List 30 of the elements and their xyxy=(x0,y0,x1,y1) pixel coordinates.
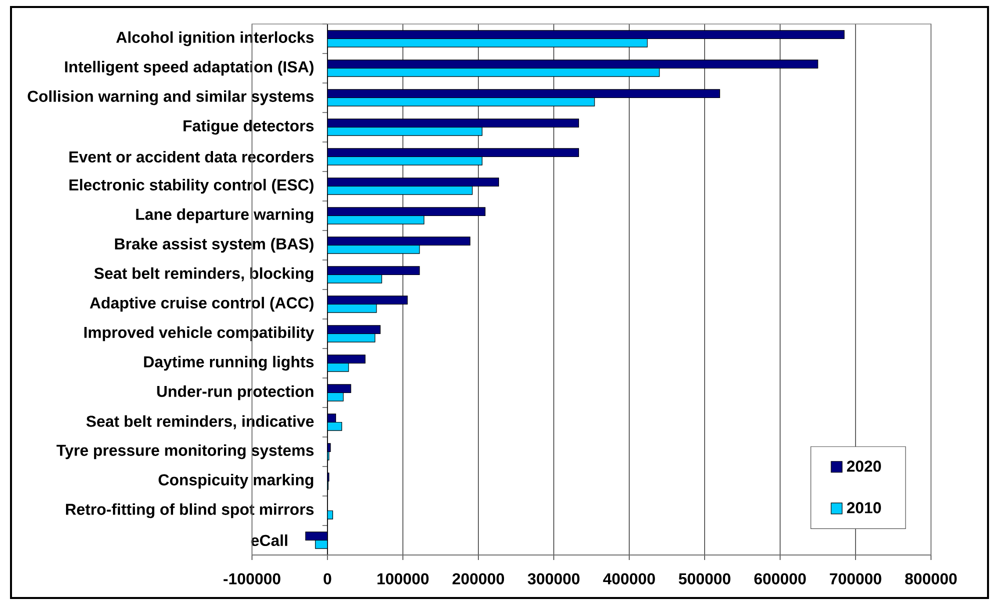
y-tick-label: Tyre pressure monitoring systems xyxy=(56,444,314,460)
y-tick-label: Electronic stability control (ESC) xyxy=(69,178,314,194)
x-tick-label: 400000 xyxy=(603,573,655,584)
x-tick-label: 800000 xyxy=(905,573,957,584)
x-tick-label: 500000 xyxy=(678,573,730,584)
x-tick-label: 0 xyxy=(324,573,332,584)
y-tick-label: Event or accident data recorders xyxy=(69,150,314,163)
y-tick-label: Brake assist system (BAS) xyxy=(115,238,314,253)
y-tick-label: Alcohol ignition interlocks xyxy=(116,31,314,46)
y-tick-label: Seat belt reminders, indicative xyxy=(86,415,314,430)
y-tick-label: Seat belt reminders, blocking xyxy=(94,267,314,282)
x-tick-label: 700000 xyxy=(830,573,882,584)
legend-label: 2010 xyxy=(846,502,881,514)
x-tick-label: 100000 xyxy=(378,573,429,584)
y-tick-label: Collision warning and similar systems xyxy=(28,90,314,106)
y-tick-label: Daytime running lights xyxy=(144,356,314,371)
y-tick-label: Intelligent speed adaptation (ISA) xyxy=(65,60,314,76)
y-tick-label: Fatigue detectors xyxy=(184,120,314,135)
y-tick-label: Under-run protection xyxy=(157,385,314,400)
x-tick-label: -100000 xyxy=(224,573,280,584)
legend-label: 2020 xyxy=(846,460,881,472)
y-tick-label: Adaptive cruise control (ACC) xyxy=(90,296,314,312)
y-tick-label: eCall xyxy=(251,534,288,546)
y-tick-label: Improved vehicle compatibility xyxy=(84,326,314,342)
y-tick-label: Lane departure warning xyxy=(136,208,314,224)
x-tick-label: 600000 xyxy=(754,573,806,584)
x-tick-label: 300000 xyxy=(528,573,580,584)
x-tick-label: 200000 xyxy=(452,573,504,584)
y-tick-label: Retro-fitting of blind spot mirrors xyxy=(66,503,314,518)
y-tick-label: Conspicuity marking xyxy=(158,474,314,489)
